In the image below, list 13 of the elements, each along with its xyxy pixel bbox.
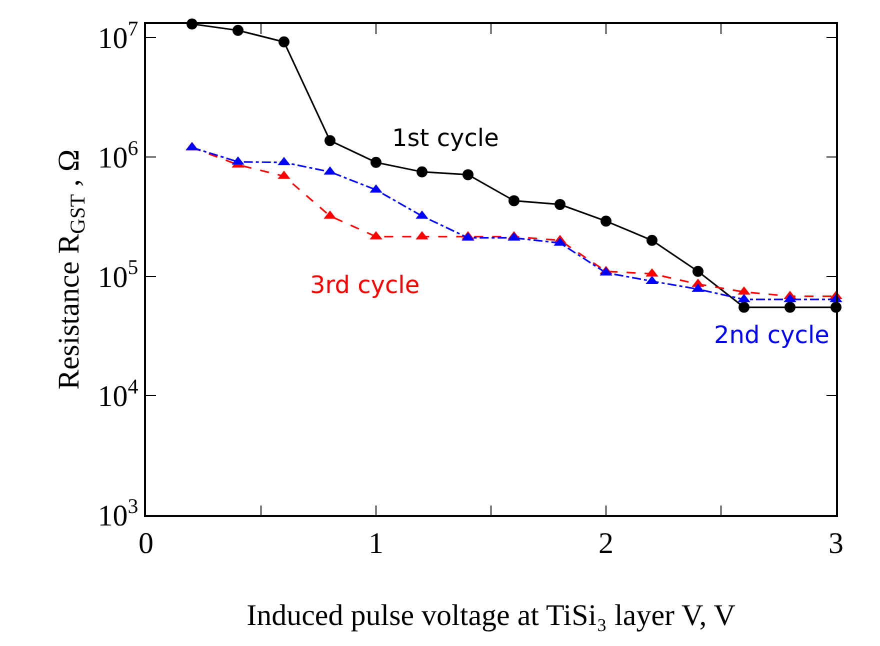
y-tick-label: 10$^{5}$ — [98, 255, 138, 294]
y-tick-label: 10$^{6}$ — [98, 136, 138, 174]
x-axis-title: Induced pulse voltage at TiSi₃ layer V, V — [246, 598, 736, 632]
x-tick-label: 0 — [138, 526, 154, 560]
series-label: 2nd cycle — [714, 321, 830, 349]
series-label: 3rd cycle — [310, 271, 420, 299]
series-label: 1st cycle — [392, 124, 499, 152]
y-tick-label: 10$^{7}$ — [98, 16, 138, 56]
x-tick-label: 1 — [368, 526, 384, 560]
y-tick-label: 10$^{4}$ — [98, 374, 139, 414]
x-tick-label: 3 — [828, 526, 844, 560]
y-tick-label: 10$^{3}$ — [98, 494, 138, 532]
x-tick-label: 2 — [598, 526, 614, 560]
